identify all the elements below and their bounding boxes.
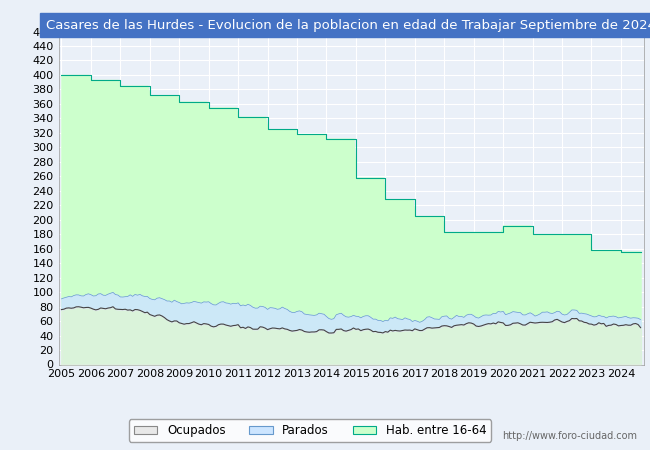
Text: http://www.foro-ciudad.com: http://www.foro-ciudad.com bbox=[502, 431, 637, 441]
Title: Casares de las Hurdes - Evolucion de la poblacion en edad de Trabajar Septiembre: Casares de las Hurdes - Evolucion de la … bbox=[46, 18, 650, 32]
Legend: Ocupados, Parados, Hab. entre 16-64: Ocupados, Parados, Hab. entre 16-64 bbox=[129, 419, 491, 442]
